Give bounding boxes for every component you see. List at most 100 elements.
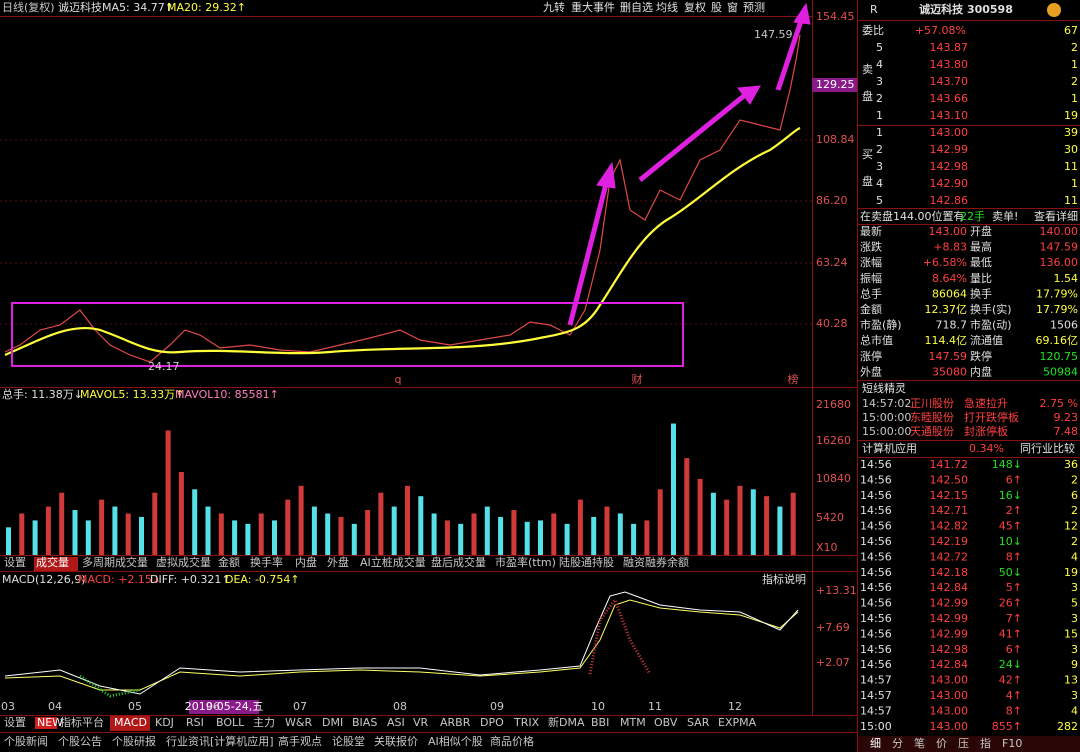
toolbar-button[interactable]: 窗 [727, 0, 738, 14]
indicator-tab[interactable]: DPO [480, 716, 504, 729]
quote-tab[interactable]: 压 [958, 737, 969, 750]
stat-label: 涨停 [860, 349, 882, 363]
indicator-tab[interactable]: BOLL [216, 716, 245, 729]
footer-tab[interactable]: 商品价格 [490, 734, 534, 748]
footer-tab[interactable]: 个股研报 [112, 734, 156, 748]
notice-link[interactable]: 查看详细 [1034, 209, 1078, 223]
toolbar-button[interactable]: 重大事件 [571, 0, 615, 14]
indicator-tab[interactable]: RSI [186, 716, 204, 729]
volume-bar [737, 485, 743, 555]
stat-value: 50984 [1043, 365, 1078, 378]
volume-tab[interactable]: 多周期成交量 [82, 555, 148, 569]
volume-bar [591, 516, 597, 555]
quote-tab[interactable]: 细 [870, 737, 881, 750]
stat-label: 涨跌 [860, 240, 882, 254]
volume-tab[interactable]: 盘后成交量 [431, 555, 486, 569]
volume-tab[interactable]: 换手率 [250, 555, 283, 569]
event-mark: 榜 [788, 372, 799, 386]
volume-tab[interactable]: 成交量 [36, 555, 69, 569]
notice: 在卖盘144.00位置有 [860, 209, 965, 223]
month-label: 06 [206, 700, 220, 713]
tick-count: 9 [1071, 658, 1078, 671]
indicator-tab[interactable]: EXPMA [718, 716, 757, 729]
stat-value: 140.00 [1040, 225, 1079, 238]
indicator-tab[interactable]: 主力 [253, 716, 275, 729]
toolbar-button[interactable]: 预测 [743, 1, 765, 14]
volume-tab[interactable]: 设置 [4, 556, 26, 569]
quote-tab[interactable]: 指 [980, 736, 991, 750]
indicator-tab[interactable]: KDJ [155, 716, 174, 729]
quote-tab[interactable]: F10 [1002, 737, 1022, 750]
tick-price: 143.00 [930, 704, 969, 717]
industry-compare[interactable]: 同行业比较 [1020, 441, 1075, 455]
footer-tab[interactable]: 行业资讯[计算机应用] [166, 734, 274, 748]
indicator-tab[interactable]: OBV [654, 716, 678, 729]
quote-tab[interactable]: 笔 [914, 736, 925, 750]
indicator-tab[interactable]: MTM [620, 716, 646, 729]
indicator-tab[interactable]: DMI [322, 716, 343, 729]
level: 1 [876, 109, 883, 122]
footer-tab[interactable]: 高手观点 [278, 734, 322, 748]
help-button[interactable]: 指标说明 [762, 572, 806, 586]
volume-bar [285, 499, 291, 555]
stat-value: 1506 [1050, 319, 1078, 332]
tick-count: 6 [1071, 489, 1078, 502]
volume-tab[interactable]: 内盘 [295, 555, 317, 569]
indicator-tab[interactable]: MACD [114, 716, 147, 729]
footer-tab[interactable]: 论股堂 [332, 734, 365, 748]
volume-tab[interactable]: 陆股通持股 [559, 555, 614, 569]
volume-bar [471, 513, 477, 555]
stat-value: 17.79% [1036, 287, 1078, 300]
volume-tab[interactable]: 市盈率(ttm) [495, 555, 556, 569]
highlight-box [11, 302, 684, 367]
volume-bar [617, 513, 623, 555]
volume-tab[interactable]: 虚拟成交量 [156, 555, 211, 569]
high-label: 147.59 [754, 28, 793, 41]
tick-time: 14:56 [860, 612, 892, 625]
stat-label: 最高 [970, 240, 992, 254]
indicator-tab[interactable]: 设置 [4, 716, 26, 729]
volume-tab[interactable]: 金额 [218, 555, 240, 569]
footer-tab[interactable]: 关联报价 [374, 734, 418, 748]
indicator-tab[interactable]: ASI [387, 716, 405, 729]
tick-volume: 45↑ [999, 520, 1022, 533]
tick-volume: 7↑ [1006, 612, 1022, 625]
indicator-tab[interactable]: 新DMA [548, 715, 585, 729]
tick-count: 2 [1071, 504, 1078, 517]
indicator-tab[interactable]: ARBR [440, 716, 471, 729]
toolbar-button[interactable]: 复权 [684, 0, 706, 14]
tick-time: 14:56 [860, 489, 892, 502]
toolbar-button[interactable]: 股 [711, 1, 722, 14]
tick-price: 143.00 [930, 689, 969, 702]
tick-count: 4 [1071, 550, 1078, 563]
indicator-tab[interactable]: TRIX [513, 716, 540, 729]
footer-tab[interactable]: 个股新闻 [4, 734, 48, 748]
toolbar-button[interactable]: 九转 [543, 0, 565, 14]
toolbar-button[interactable]: 均线 [656, 0, 678, 14]
footer-tab[interactable]: AI相似个股 [428, 735, 483, 748]
indicator-tab[interactable]: 指标平台 [60, 715, 104, 729]
indicator-tab[interactable]: W&R [285, 716, 312, 729]
indicator-tab[interactable]: NEW [37, 716, 63, 729]
quote-tab[interactable]: 价 [936, 737, 947, 750]
volume-tab[interactable]: AI立桩成交量 [360, 555, 426, 569]
footer-tab[interactable]: 个股公告 [58, 735, 102, 748]
quote-title: 诚迈科技 300598 [919, 2, 1013, 16]
level-price: 143.87 [930, 41, 969, 54]
volume-tab[interactable]: 融资融券余额 [623, 555, 689, 569]
volume-tab[interactable]: 外盘 [327, 555, 349, 569]
spirit-stock: 东睦股份 [910, 411, 954, 424]
volume-bar [32, 520, 38, 555]
mavol5: MAVOL5: 13.33万↑ [80, 388, 184, 401]
level: 4 [876, 58, 883, 71]
indicator-tab[interactable]: BIAS [352, 716, 377, 729]
indicator-tab[interactable]: BBI [591, 716, 609, 729]
quote-tab[interactable]: 分 [892, 737, 903, 750]
toolbar-button[interactable]: 删自选 [620, 1, 653, 14]
tick-volume: 26↑ [999, 597, 1022, 610]
volume-bar [631, 523, 637, 555]
indicator-tab[interactable]: VR [413, 716, 429, 729]
tick-time: 15:00 [860, 720, 892, 733]
indicator-tab[interactable]: SAR [687, 716, 710, 729]
